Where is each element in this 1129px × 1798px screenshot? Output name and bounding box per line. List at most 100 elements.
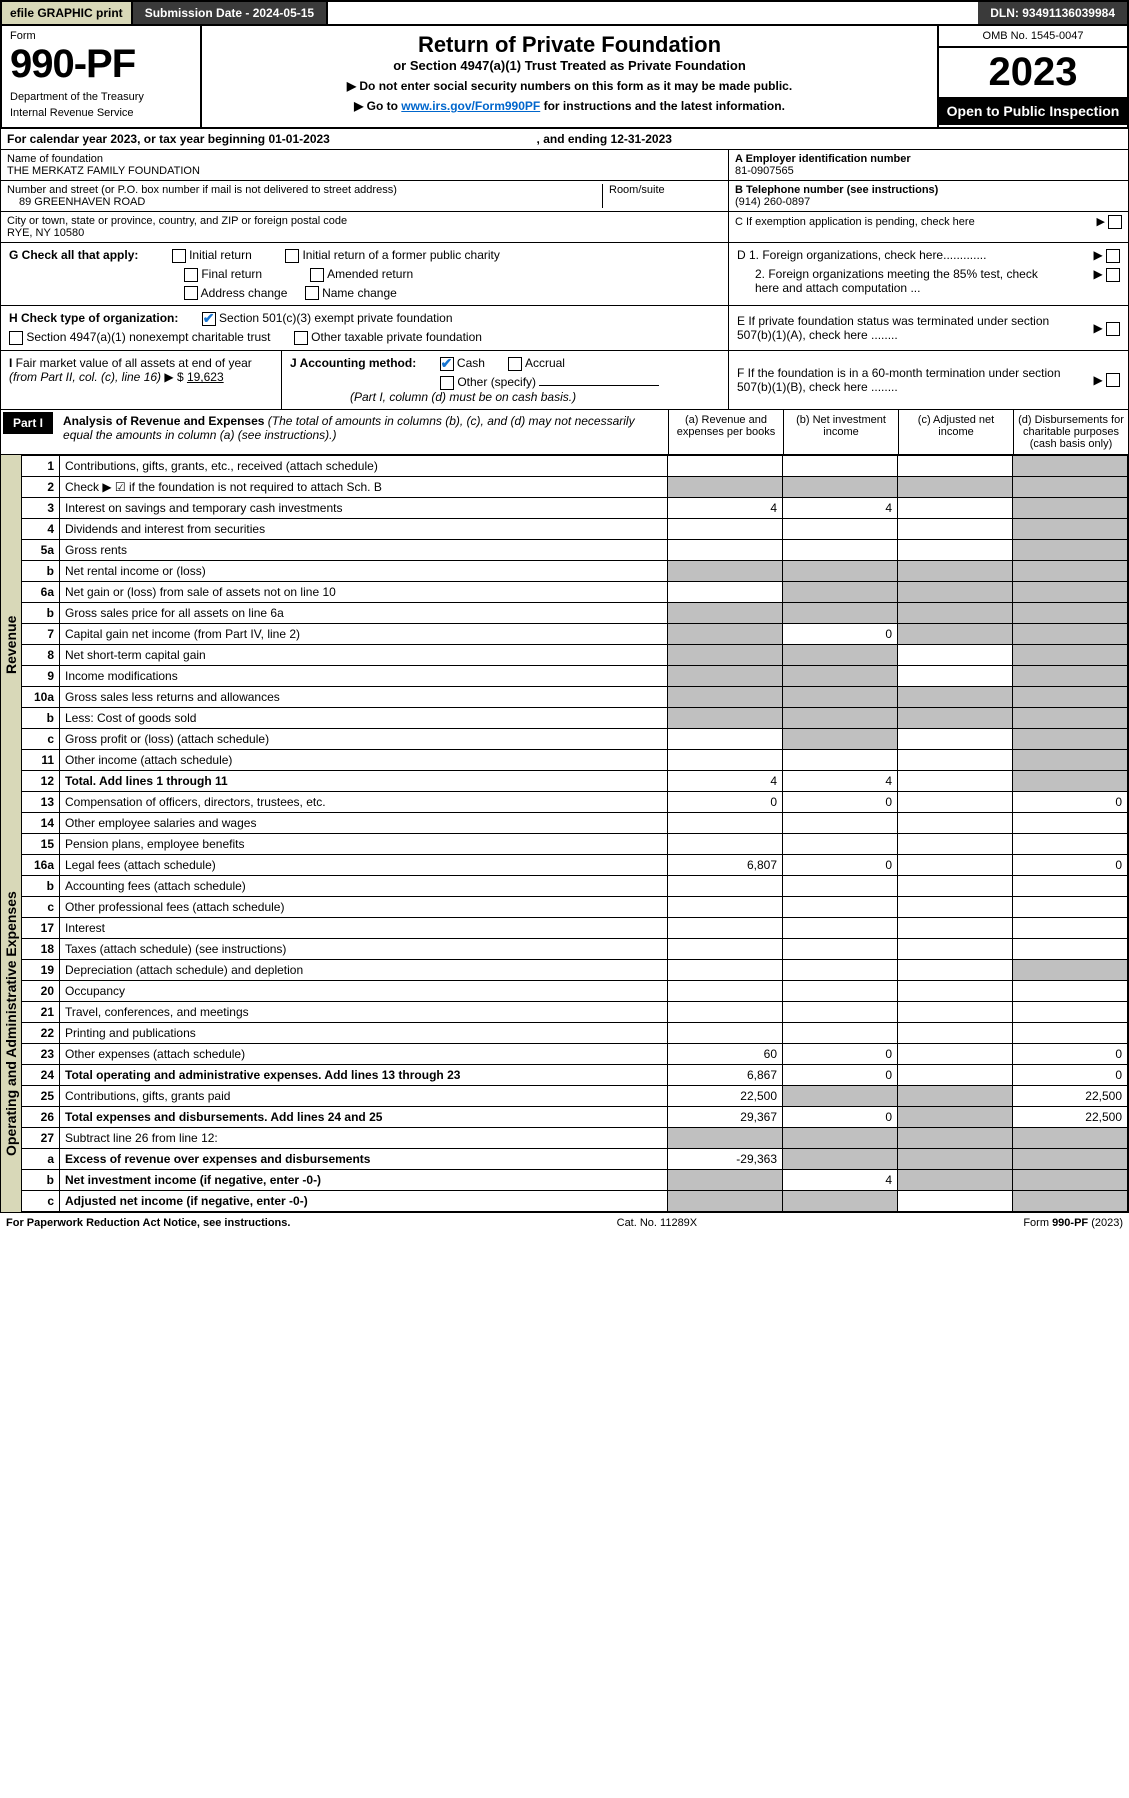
table-row: 11Other income (attach schedule) (22, 749, 1128, 770)
4947-trust-checkbox[interactable] (9, 331, 23, 345)
d1-label: D 1. Foreign organizations, check here..… (737, 248, 986, 263)
table-row: bNet rental income or (loss) (22, 560, 1128, 581)
name-change-checkbox[interactable] (305, 286, 319, 300)
cell-d (1013, 770, 1128, 791)
row-desc: Total operating and administrative expen… (60, 1064, 668, 1085)
cell-a (668, 476, 783, 497)
table-row: 21Travel, conferences, and meetings (22, 1001, 1128, 1022)
cell-b (783, 1022, 898, 1043)
cell-d (1013, 644, 1128, 665)
cell-c (898, 875, 1013, 896)
cell-a: 4 (668, 497, 783, 518)
d2-label: 2. Foreign organizations meeting the 85%… (737, 267, 1057, 295)
row-desc: Subtract line 26 from line 12: (60, 1127, 668, 1148)
cell-b (783, 980, 898, 1001)
row-desc: Check ▶ ☑ if the foundation is not requi… (60, 476, 668, 497)
initial-former-checkbox[interactable] (285, 249, 299, 263)
accrual-checkbox[interactable] (508, 357, 522, 371)
d2-checkbox[interactable] (1106, 268, 1120, 282)
cell-d (1013, 476, 1128, 497)
cell-c (898, 791, 1013, 812)
cell-b (783, 644, 898, 665)
table-row: cOther professional fees (attach schedul… (22, 896, 1128, 917)
table-row: 7Capital gain net income (from Part IV, … (22, 623, 1128, 644)
cell-c (898, 686, 1013, 707)
f-checkbox[interactable] (1106, 373, 1120, 387)
part-i-body: Revenue Operating and Administrative Exp… (0, 455, 1129, 1213)
omb-number: OMB No. 1545-0047 (939, 26, 1127, 48)
cell-d (1013, 686, 1128, 707)
cell-c (898, 1106, 1013, 1127)
table-row: 22Printing and publications (22, 1022, 1128, 1043)
cell-b: 0 (783, 791, 898, 812)
table-row: 5aGross rents (22, 539, 1128, 560)
row-num: 18 (22, 938, 60, 959)
cell-d (1013, 602, 1128, 623)
row-num: 22 (22, 1022, 60, 1043)
row-desc: Occupancy (60, 980, 668, 1001)
col-d-hdr: (d) Disbursements for charitable purpose… (1013, 410, 1128, 454)
cell-a (668, 875, 783, 896)
row-num: 6a (22, 581, 60, 602)
cell-c (898, 1001, 1013, 1022)
row-desc: Net investment income (if negative, ente… (60, 1169, 668, 1190)
row-num: 2 (22, 476, 60, 497)
dept-treasury: Department of the Treasury (10, 91, 192, 103)
final-return-checkbox[interactable] (184, 268, 198, 282)
table-row: 26Total expenses and disbursements. Add … (22, 1106, 1128, 1127)
d1-checkbox[interactable] (1106, 249, 1120, 263)
cell-c (898, 1169, 1013, 1190)
table-row: bGross sales price for all assets on lin… (22, 602, 1128, 623)
row-num: 4 (22, 518, 60, 539)
cell-b (783, 938, 898, 959)
cell-a (668, 917, 783, 938)
row-num: 13 (22, 791, 60, 812)
cell-d (1013, 749, 1128, 770)
501c3-checkbox[interactable] (202, 312, 216, 326)
row-num: c (22, 896, 60, 917)
cell-b (783, 875, 898, 896)
cell-a (668, 581, 783, 602)
cell-a: 6,807 (668, 854, 783, 875)
amended-return-checkbox[interactable] (310, 268, 324, 282)
cell-d: 0 (1013, 1043, 1128, 1064)
col-a-hdr: (a) Revenue and expenses per books (668, 410, 783, 454)
cell-b (783, 749, 898, 770)
other-taxable-checkbox[interactable] (294, 331, 308, 345)
col-b-hdr: (b) Net investment income (783, 410, 898, 454)
table-row: cGross profit or (loss) (attach schedule… (22, 728, 1128, 749)
cell-a (668, 602, 783, 623)
e-label: E If private foundation status was termi… (737, 314, 1077, 342)
initial-return-checkbox[interactable] (172, 249, 186, 263)
col-c-hdr: (c) Adjusted net income (898, 410, 1013, 454)
table-row: 27Subtract line 26 from line 12: (22, 1127, 1128, 1148)
table-row: 18Taxes (attach schedule) (see instructi… (22, 938, 1128, 959)
cell-a: 0 (668, 791, 783, 812)
cell-b (783, 476, 898, 497)
table-row: 2Check ▶ ☑ if the foundation is not requ… (22, 476, 1128, 497)
header-center: Return of Private Foundation or Section … (202, 26, 937, 127)
instr-2: ▶ Go to www.irs.gov/Form990PF for instru… (212, 99, 927, 113)
cell-d: 22,500 (1013, 1106, 1128, 1127)
cell-b: 4 (783, 497, 898, 518)
cell-a (668, 665, 783, 686)
other-method-checkbox[interactable] (440, 376, 454, 390)
row-num: 11 (22, 749, 60, 770)
address-change-checkbox[interactable] (184, 286, 198, 300)
table-row: 4Dividends and interest from securities (22, 518, 1128, 539)
row-desc: Net gain or (loss) from sale of assets n… (60, 581, 668, 602)
cell-c (898, 812, 1013, 833)
cell-d (1013, 917, 1128, 938)
cell-a (668, 686, 783, 707)
cell-a: 4 (668, 770, 783, 791)
table-row: 3Interest on savings and temporary cash … (22, 497, 1128, 518)
row-num: 23 (22, 1043, 60, 1064)
cash-checkbox[interactable] (440, 357, 454, 371)
e-checkbox[interactable] (1106, 322, 1120, 336)
cell-b (783, 1148, 898, 1169)
cell-d (1013, 1190, 1128, 1211)
c-checkbox[interactable] (1108, 215, 1122, 229)
i-j-f-row: I Fair market value of all assets at end… (0, 351, 1129, 410)
irs-link[interactable]: www.irs.gov/Form990PF (401, 99, 540, 113)
cell-c (898, 938, 1013, 959)
